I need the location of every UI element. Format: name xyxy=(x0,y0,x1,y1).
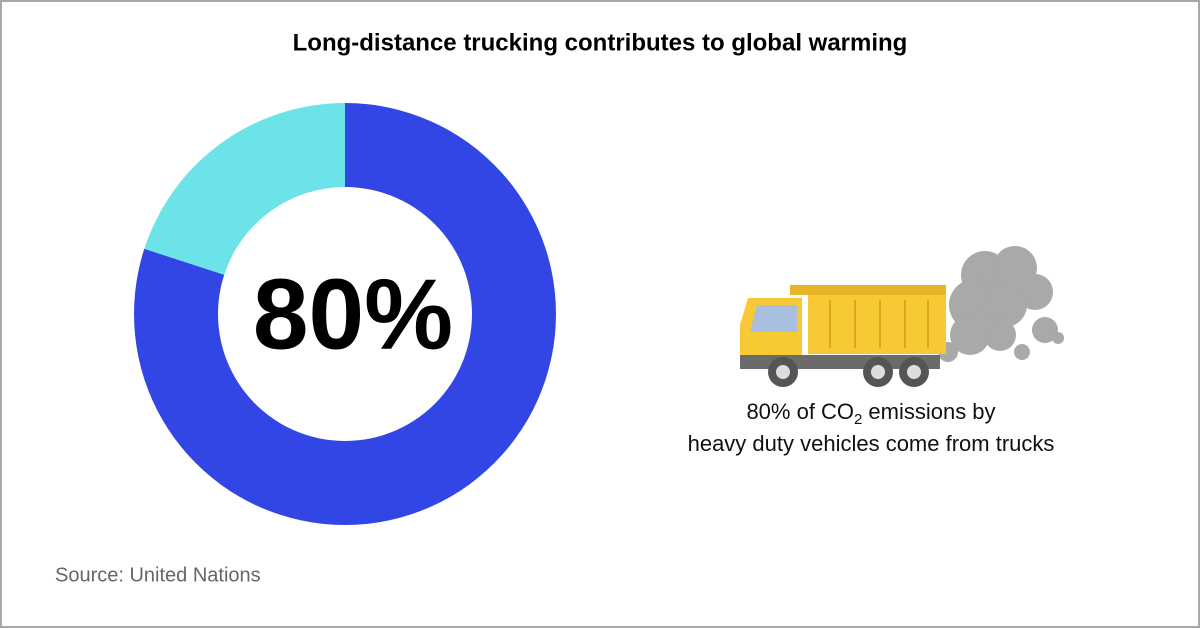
donut xyxy=(133,103,556,525)
chart-title: Long-distance trucking contributes to gl… xyxy=(293,29,908,56)
caption-text: emissions by xyxy=(868,399,995,424)
caption-line-2: heavy duty vehicles come from trucks xyxy=(688,431,1055,456)
truck-window xyxy=(750,305,797,332)
truck-body xyxy=(808,292,946,354)
wheels xyxy=(768,357,929,387)
truck-illustration xyxy=(740,246,1064,387)
caption-subscript: 2 xyxy=(854,411,862,428)
smoke xyxy=(938,246,1064,362)
center-label: 80% xyxy=(253,258,453,370)
source: Source: United Nations xyxy=(55,564,261,586)
caption-line-1: 80% of CO2 emissions by xyxy=(746,399,995,428)
donut-segment xyxy=(133,103,556,525)
truck-top xyxy=(790,285,946,295)
donut-segment xyxy=(144,103,345,275)
caption-text: 80% of CO xyxy=(746,399,854,424)
